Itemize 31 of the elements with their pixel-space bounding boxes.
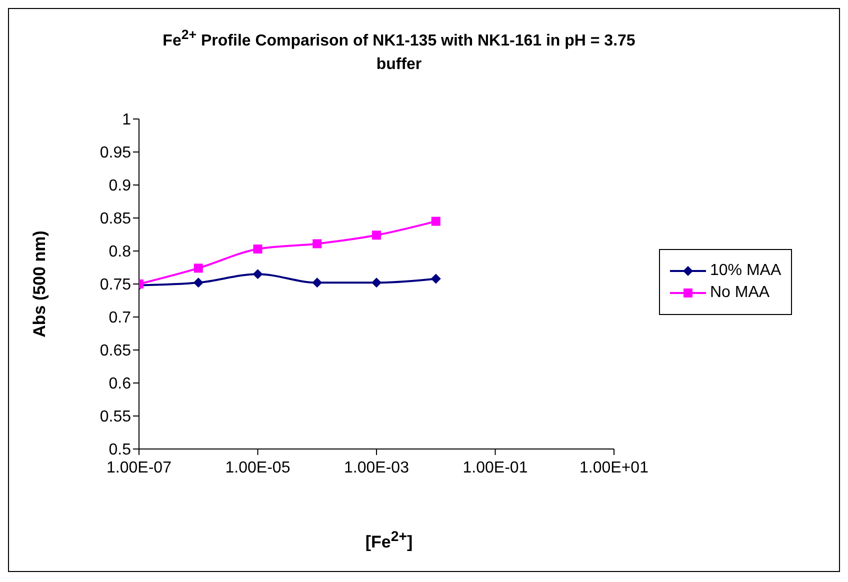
y-tick-label: 1 bbox=[122, 112, 132, 129]
x-tick-label: 1.00E-07 bbox=[106, 459, 172, 476]
point bbox=[193, 278, 204, 288]
legend-label: 10% MAA bbox=[710, 262, 782, 280]
y-tick-label: 0.65 bbox=[100, 342, 132, 360]
x-tick-label: 1.00E-05 bbox=[225, 459, 290, 476]
x-tick-label: 1.00E-03 bbox=[344, 459, 410, 476]
y-tick-label: 0.7 bbox=[108, 310, 132, 327]
y-tick-label: 0.75 bbox=[100, 276, 132, 294]
point bbox=[312, 239, 322, 248]
x-tick-label: 1.00E+01 bbox=[580, 459, 649, 476]
point bbox=[372, 230, 381, 240]
point bbox=[252, 269, 263, 280]
x-axis-title: [Fe$^{2+}$] bbox=[364, 529, 414, 553]
point bbox=[194, 264, 203, 273]
y-tick-label: 0.9 bbox=[108, 178, 132, 195]
point bbox=[312, 278, 322, 288]
y-tick-label: 0.85 bbox=[100, 210, 132, 228]
chart-title: Fe$^{2+}$ Profile Comparison of NK1-135 with NK1-161 in pH = 3.75 buffer bbox=[162, 26, 636, 76]
point bbox=[253, 244, 262, 254]
point bbox=[431, 216, 440, 226]
point bbox=[430, 274, 441, 284]
y-tick-label: 0.55 bbox=[100, 408, 132, 426]
point bbox=[372, 278, 382, 288]
x-tick-label: 1.00E-01 bbox=[462, 459, 528, 476]
y-tick-label: 0.8 bbox=[108, 244, 132, 261]
y-tick-label: 0.6 bbox=[108, 376, 132, 393]
y-tick-label: 0.5 bbox=[108, 442, 132, 459]
y-tick-label: 0.95 bbox=[100, 144, 132, 162]
legend-label: No MAA bbox=[710, 284, 770, 302]
y-axis-title: Abs (500 nm) bbox=[30, 230, 50, 338]
